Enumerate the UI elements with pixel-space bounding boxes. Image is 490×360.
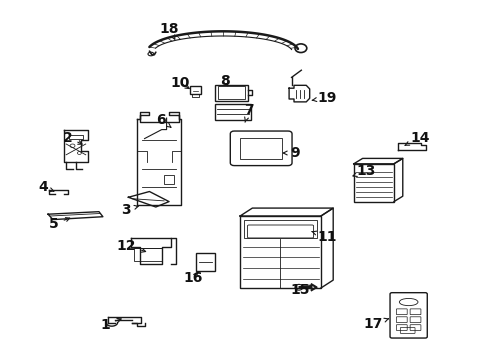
Text: 6: 6 — [156, 113, 171, 127]
Text: 8: 8 — [220, 74, 230, 88]
Text: 11: 11 — [312, 230, 337, 244]
Text: 7: 7 — [244, 103, 254, 122]
Text: 5: 5 — [49, 217, 70, 231]
Text: 15: 15 — [290, 283, 313, 297]
Text: 16: 16 — [184, 271, 203, 285]
Text: 12: 12 — [117, 239, 146, 252]
Text: 3: 3 — [122, 203, 138, 216]
Text: 9: 9 — [283, 146, 300, 160]
Text: 18: 18 — [159, 22, 179, 39]
Text: 19: 19 — [312, 91, 337, 105]
Text: 1: 1 — [100, 318, 121, 332]
Text: 4: 4 — [38, 180, 54, 194]
Text: 2: 2 — [63, 131, 82, 144]
Text: 17: 17 — [364, 317, 389, 331]
Text: 10: 10 — [171, 76, 190, 90]
Text: 13: 13 — [353, 164, 376, 178]
Text: 14: 14 — [405, 131, 430, 145]
